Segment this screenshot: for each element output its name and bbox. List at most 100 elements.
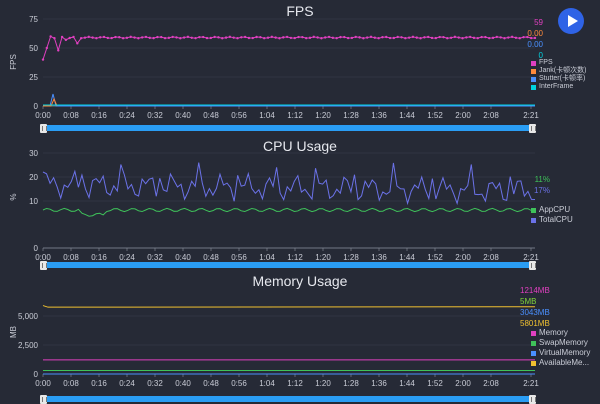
mem-xtick-label: 2:00 [455,379,471,388]
fps-point [289,36,293,40]
memory-scroll-handle-left[interactable] [40,395,47,404]
fps-legend-item[interactable]: Jank(卡顿次数) [531,67,586,75]
fps-point [297,35,300,39]
fps-point [468,35,472,39]
fps-point [224,36,228,39]
fps-ylabel: FPS [9,54,18,70]
cpu-legend-item[interactable]: AppCPU [531,205,573,215]
fps-point [430,36,434,40]
mem-xtick-label: 0:08 [63,379,79,388]
memory-time-scrollbar[interactable] [43,396,533,402]
fps-ytick-label: 75 [29,15,38,24]
fps-time-scrollbar[interactable] [43,125,533,131]
appcpu-series-line [42,207,536,217]
fps-point [255,35,258,39]
mem-xtick-label: 0:16 [91,379,107,388]
memory-scroll-handle-right[interactable] [529,395,536,404]
fps-xtick-label: 1:20 [315,111,331,120]
memory-value-available: 5801MB [520,319,550,328]
fps-point [442,35,445,39]
fps-point [156,35,159,39]
cpu-scroll-handle-right[interactable] [529,261,536,270]
fps-legend-item[interactable]: Stutter(卡顿率) [531,75,586,83]
fps-point [488,36,491,40]
mem-ytick-label: 0 [34,370,39,379]
fps-point [87,35,90,39]
cpu-ytick-label: 20 [29,173,38,182]
mem-xtick-label: 0:48 [203,379,219,388]
fps-point [293,36,296,40]
fps-point [507,36,510,39]
memory-legend-item[interactable]: Memory [531,328,590,338]
fps-point [205,36,209,40]
fps-point [129,35,132,39]
play-button[interactable] [558,8,584,34]
fps-point [140,36,144,39]
cpu-ytick-label: 0 [34,244,39,253]
memory-legend-item[interactable]: AvailableMe... [531,358,590,368]
cpu-scroll-handle-left[interactable] [40,261,47,270]
memory-value-virtual: 3043MB [520,308,550,317]
mem-xtick-label: 0:32 [147,379,163,388]
fps-point [404,37,407,40]
memory-chart-title: Memory Usage [252,273,348,289]
fps-point [419,37,422,40]
fps-xtick-label: 0:08 [63,111,79,120]
fps-point [324,36,327,39]
fps-point [91,36,94,39]
cpu-legend-item[interactable]: TotalCPU [531,215,573,225]
memory-current-values: 1214MB 5MB 3043MB 5801MB [520,286,568,328]
fps-point [144,35,148,39]
fps-point [358,36,361,39]
fps-point [201,35,205,39]
fps-point [529,36,533,40]
fps-xtick-label: 1:28 [343,111,359,120]
mem-xtick-label: 0:00 [35,379,51,388]
fps-point [285,35,289,39]
cpu-xtick-label: 0:08 [63,253,79,262]
fps-scroll-handle-left[interactable] [40,124,47,133]
cpu-xtick-label: 0:24 [119,253,135,262]
memory-legend-item[interactable]: SwapMemory [531,338,590,348]
fps-value-stutter: 0.00 [527,40,543,49]
fps-chart: FPS 75 50 25 0 0:00 0:08 0:16 0:24 0:32 0:40 0:48… [9,15,539,120]
cpu-chart: % 30 20 10 0 0:00 0:08 0:16 0:24 0:32 0:40 0:48 0:… [9,149,539,262]
cpu-xtick-label: 0:00 [35,253,51,262]
fps-point [510,35,514,39]
fps-point [221,37,224,40]
fps-scroll-handle-right[interactable] [529,124,536,133]
fps-point [76,42,79,45]
fps-point [449,36,453,39]
fps-point [335,36,338,40]
fps-point [484,35,487,39]
cpu-xtick-label: 2:00 [455,253,471,262]
fps-point [373,36,377,39]
fps-point [301,35,304,39]
cpu-chart-title: CPU Usage [263,138,337,154]
fps-point [282,36,285,39]
memory-legend-item[interactable]: VirtualMemory [531,348,590,358]
fps-xtick-label: 0:32 [147,111,163,120]
fps-ytick-label: 25 [29,73,38,82]
fps-point [427,35,430,39]
fps-point [308,36,312,40]
fps-point [362,37,365,40]
cpu-ytick-label: 30 [29,149,38,158]
fps-point [346,36,350,40]
memory-value-swap: 5MB [520,297,537,306]
mem-xtick-label: 2:08 [483,379,499,388]
fps-legend-item[interactable]: InterFrame [531,83,586,91]
fps-point [53,37,56,40]
fps-point [526,35,529,39]
fps-point [171,35,174,39]
fps-point [434,36,438,40]
fps-legend-item[interactable]: FPS [531,59,586,67]
fps-point [163,36,167,40]
cpu-xtick-label: 0:40 [175,253,191,262]
cpu-xtick-label: 1:12 [287,253,303,262]
fps-point [251,36,254,40]
fps-point [457,36,460,39]
cpu-time-scrollbar[interactable] [43,262,533,268]
fps-point [278,37,281,40]
mem-ytick-label: 2,500 [18,341,39,350]
